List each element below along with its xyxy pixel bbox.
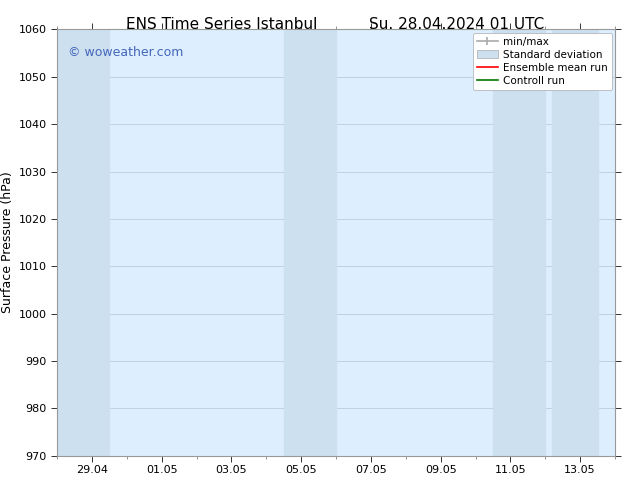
Bar (284, 29, 336, 456)
Bar (493, 29, 545, 456)
Legend: min/max, Standard deviation, Ensemble mean run, Controll run: min/max, Standard deviation, Ensemble me… (473, 32, 612, 90)
Text: © woweather.com: © woweather.com (68, 47, 184, 59)
Text: Su. 28.04.2024 01 UTC: Su. 28.04.2024 01 UTC (369, 17, 544, 32)
Bar (57, 29, 110, 456)
Text: ENS Time Series Istanbul: ENS Time Series Istanbul (126, 17, 318, 32)
Bar (552, 29, 598, 456)
Y-axis label: Surface Pressure (hPa): Surface Pressure (hPa) (1, 172, 15, 314)
